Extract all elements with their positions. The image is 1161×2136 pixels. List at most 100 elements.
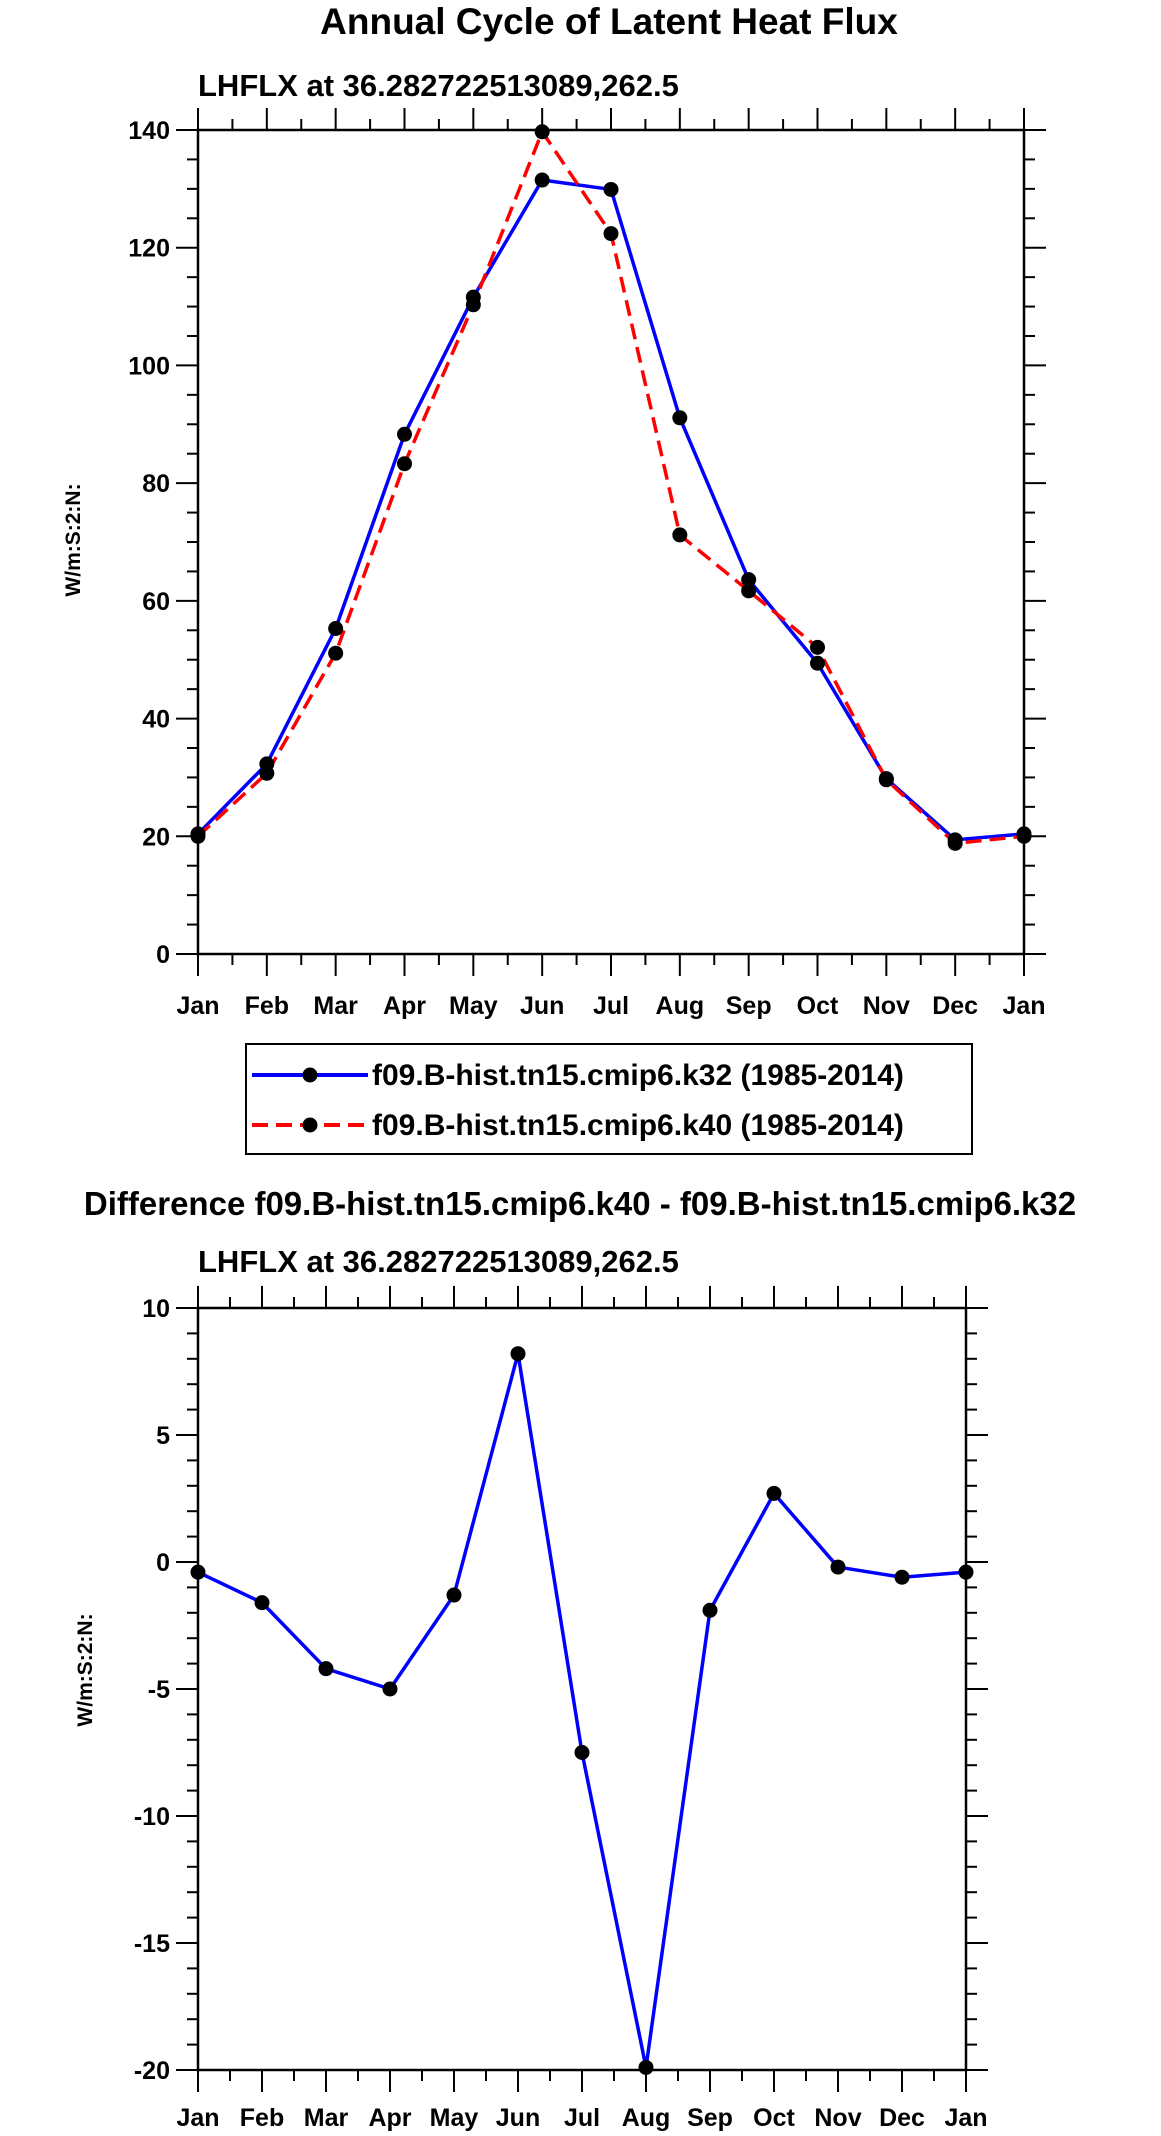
top-data-point-0 xyxy=(603,181,619,197)
bottom-x-tick-label: Jan xyxy=(176,2104,219,2132)
top-chart: Annual Cycle of Latent Heat Flux LHFLX a… xyxy=(62,1,1046,1155)
bottom-data-point-0 xyxy=(894,1569,910,1585)
bottom-x-tick-label: Dec xyxy=(879,2104,925,2132)
top-data-point-1 xyxy=(603,226,619,242)
bottom-x-tick-label: Jul xyxy=(564,2104,600,2132)
bottom-data-point-0 xyxy=(446,1587,462,1603)
bottom-plot-frame xyxy=(196,1306,968,2072)
top-data-point-0 xyxy=(397,426,412,442)
bottom-x-tick-label: Jun xyxy=(496,2104,540,2132)
top-data-point-1 xyxy=(672,527,688,543)
bottom-data-point-0 xyxy=(638,2059,654,2075)
legend-entry-k32: f09.B-hist.tn15.cmip6.k32 (1985-2014) xyxy=(252,1059,904,1092)
bottom-data-point-0 xyxy=(382,1681,398,1697)
bottom-data-point-0 xyxy=(574,1745,590,1760)
bottom-chart-subtitle: LHFLX at 36.282722513089,262.5 xyxy=(198,1244,679,1279)
bottom-chart: Difference f09.B-hist.tn15.cmip6.k40 - f… xyxy=(74,1185,1076,2132)
top-y-tick-label: 40 xyxy=(142,706,170,734)
top-data-point-1 xyxy=(328,645,344,661)
bottom-x-tick-label: May xyxy=(430,2104,479,2132)
top-data-point-1 xyxy=(947,835,963,851)
top-chart-series xyxy=(190,124,1032,851)
bottom-data-point-0 xyxy=(766,1485,782,1501)
top-data-point-1 xyxy=(190,828,206,844)
top-x-tick-label: Aug xyxy=(656,992,705,1020)
top-data-point-1 xyxy=(1016,828,1032,844)
top-chart-legend: f09.B-hist.tn15.cmip6.k32 (1985-2014) f0… xyxy=(245,1043,973,1155)
top-data-point-1 xyxy=(259,765,275,781)
legend-box xyxy=(245,1043,973,1155)
top-y-tick-label: 120 xyxy=(128,235,170,263)
top-data-point-1 xyxy=(741,583,757,599)
legend-label-k32: f09.B-hist.tn15.cmip6.k32 (1985-2014) xyxy=(372,1059,904,1092)
bottom-data-point-0 xyxy=(702,1602,718,1618)
top-y-tick-label: 0 xyxy=(156,941,170,969)
top-x-tick-label: Apr xyxy=(383,992,426,1020)
top-x-tick-label: Dec xyxy=(932,992,978,1020)
top-data-point-0 xyxy=(328,621,344,637)
top-series-line-0 xyxy=(196,178,1025,842)
top-y-tick-label: 140 xyxy=(128,117,170,145)
top-data-point-0 xyxy=(534,172,550,188)
top-y-tick-label: 60 xyxy=(142,588,170,616)
bottom-y-tick-label: -10 xyxy=(134,1803,170,1831)
bottom-series-line-0 xyxy=(197,1351,967,2070)
top-data-point-1 xyxy=(465,297,481,313)
top-x-tick-label: Jan xyxy=(176,992,219,1020)
top-data-point-1 xyxy=(878,772,894,788)
bottom-y-tick-label: 10 xyxy=(142,1295,170,1323)
bottom-data-point-0 xyxy=(254,1595,270,1611)
top-data-point-0 xyxy=(810,655,825,671)
bottom-chart-ylabel: W/m:S:2:N: xyxy=(74,1613,97,1726)
bottom-chart-series xyxy=(190,1346,974,2075)
top-x-tick-label: Jan xyxy=(1002,992,1045,1020)
top-chart-subtitle: LHFLX at 36.282722513089,262.5 xyxy=(198,68,679,103)
bottom-x-tick-label: Apr xyxy=(368,2104,411,2132)
bottom-data-point-0 xyxy=(318,1661,334,1677)
top-chart-tick-labels: Jan Feb Mar Apr May Jun Jul Aug Sep Oct Nov Dec Jan0… xyxy=(128,117,1045,1020)
top-y-tick-label: 80 xyxy=(142,470,170,498)
top-data-point-1 xyxy=(397,456,412,472)
top-y-tick-label: 100 xyxy=(128,352,170,380)
top-data-point-1 xyxy=(810,639,825,655)
legend-marker-k32 xyxy=(302,1067,318,1083)
bottom-x-tick-label: Oct xyxy=(753,2104,795,2132)
bottom-data-point-0 xyxy=(958,1564,974,1580)
bottom-chart-tick-labels: Jan Feb Mar Apr May Jun Jul Aug Sep Oct Nov Dec Jan-… xyxy=(134,1295,988,2132)
top-chart-title: Annual Cycle of Latent Heat Flux xyxy=(320,1,898,42)
bottom-chart-axes xyxy=(176,1286,988,2092)
legend-marker-k40 xyxy=(302,1117,318,1133)
bottom-chart-title: Difference f09.B-hist.tn15.cmip6.k40 - f… xyxy=(84,1185,1076,1222)
top-x-tick-label: Jun xyxy=(520,992,564,1020)
bottom-x-tick-label: Sep xyxy=(687,2104,733,2132)
bottom-data-point-0 xyxy=(190,1564,206,1580)
legend-entry-k40: f09.B-hist.tn15.cmip6.k40 (1985-2014) xyxy=(252,1109,904,1142)
top-data-point-0 xyxy=(741,572,757,588)
bottom-y-tick-label: -15 xyxy=(134,1930,170,1958)
legend-label-k40: f09.B-hist.tn15.cmip6.k40 (1985-2014) xyxy=(372,1109,904,1142)
top-plot-frame xyxy=(196,128,1026,956)
top-x-tick-label: Nov xyxy=(863,992,910,1020)
top-data-point-0 xyxy=(672,410,688,426)
bottom-data-point-0 xyxy=(510,1346,526,1362)
bottom-data-point-0 xyxy=(830,1559,846,1575)
bottom-x-tick-label: Aug xyxy=(622,2104,671,2132)
top-data-point-1 xyxy=(534,124,550,140)
top-x-tick-label: Jul xyxy=(593,992,629,1020)
top-x-tick-label: May xyxy=(449,992,498,1020)
bottom-y-tick-label: 0 xyxy=(156,1549,170,1577)
bottom-x-tick-label: Jan xyxy=(944,2104,987,2132)
bottom-x-tick-label: Feb xyxy=(240,2104,284,2132)
bottom-x-tick-label: Mar xyxy=(304,2104,349,2132)
top-y-tick-label: 20 xyxy=(142,823,170,851)
bottom-y-tick-label: 5 xyxy=(156,1422,170,1450)
top-x-tick-label: Sep xyxy=(726,992,772,1020)
top-x-tick-label: Mar xyxy=(313,992,358,1020)
top-x-tick-label: Feb xyxy=(245,992,289,1020)
top-chart-ylabel: W/m:S:2:N: xyxy=(62,483,85,596)
bottom-x-tick-label: Nov xyxy=(814,2104,861,2132)
bottom-y-tick-label: -5 xyxy=(148,1676,170,1704)
top-x-tick-label: Oct xyxy=(797,992,839,1020)
bottom-y-tick-label: -20 xyxy=(134,2057,170,2085)
